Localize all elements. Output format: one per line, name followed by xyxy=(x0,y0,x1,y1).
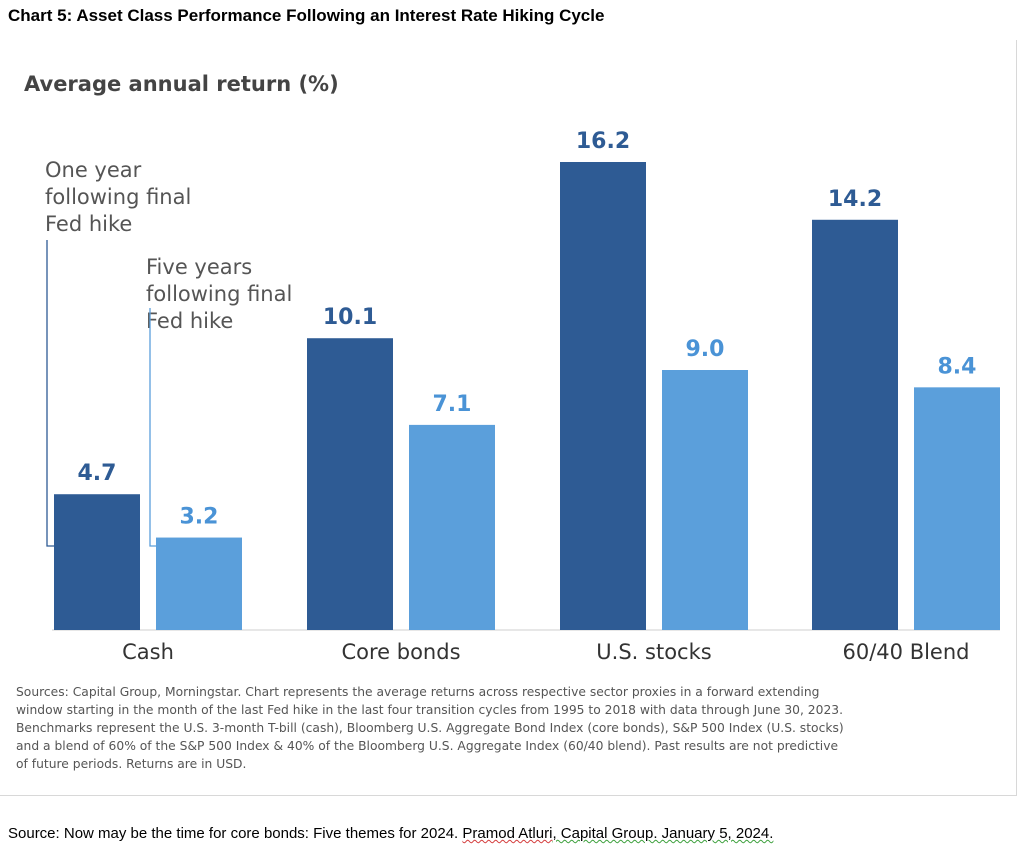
series-callout-label: Five years xyxy=(146,255,252,279)
bar-core-bonds-series-1 xyxy=(307,338,393,630)
x-tick-label: Core bonds xyxy=(341,640,460,664)
bar-u-s-stocks-series-1 xyxy=(560,162,646,630)
series-callout-label: following final xyxy=(45,185,191,209)
data-label: 14.2 xyxy=(828,187,882,212)
data-label: 7.1 xyxy=(433,392,472,417)
series-callout-label: Fed hike xyxy=(45,212,132,236)
bar-cash-series-2 xyxy=(156,537,242,630)
chart-panel xyxy=(0,40,1017,796)
bar-core-bonds-series-2 xyxy=(409,424,495,630)
data-label: 10.1 xyxy=(323,305,377,330)
data-label: 9.0 xyxy=(686,337,725,362)
bar-60-40-blend-series-2 xyxy=(914,387,1000,630)
callout-leader-line xyxy=(46,240,54,547)
bar-60-40-blend-series-1 xyxy=(812,219,898,630)
data-label: 8.4 xyxy=(938,354,977,379)
data-label: 16.2 xyxy=(576,129,630,154)
source-footer-author: Pramod Atluri xyxy=(462,825,553,842)
callout-leader-line xyxy=(149,308,156,547)
bar-u-s-stocks-series-2 xyxy=(662,370,748,630)
x-tick-label: Cash xyxy=(122,640,174,664)
data-label: 3.2 xyxy=(180,505,219,530)
series-callout-label: following final xyxy=(146,282,292,306)
page-title: Chart 5: Asset Class Performance Followi… xyxy=(8,6,605,25)
source-footer: Source: Now may be the time for core bon… xyxy=(8,825,773,842)
data-label: 4.7 xyxy=(78,461,117,486)
series-callout-label: Fed hike xyxy=(146,309,233,333)
series-callout-label: One year xyxy=(45,158,142,182)
chart-notes: Sources: Capital Group, Morningstar. Cha… xyxy=(16,685,844,771)
x-tick-label: U.S. stocks xyxy=(596,640,711,664)
bar-cash-series-1 xyxy=(54,494,140,630)
x-tick-label: 60/40 Blend xyxy=(843,640,970,664)
source-footer-org: , Capital Group. January 5, 2024. xyxy=(552,825,774,842)
bar-chart: 4.7 3.2 Cash 10.1 7.1 Core bonds 16.2 9.0 U.S. s… xyxy=(45,129,1000,664)
source-footer-text: Source: Now may be the time for core bon… xyxy=(8,825,463,842)
chart-subtitle: Average annual return (%) xyxy=(24,72,339,96)
